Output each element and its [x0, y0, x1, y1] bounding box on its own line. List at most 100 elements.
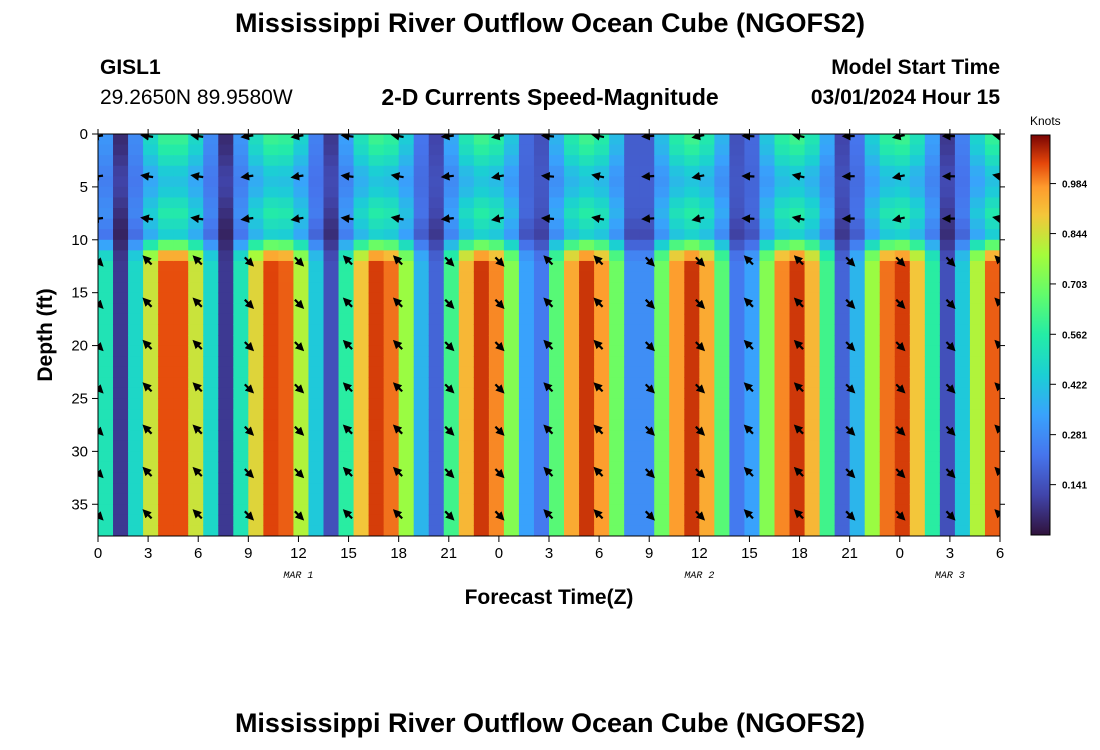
heatmap-cell — [579, 335, 595, 347]
heatmap-cell — [849, 504, 866, 516]
heatmap-cell — [849, 208, 866, 220]
current-arrow — [593, 424, 604, 435]
heatmap-cell — [533, 461, 550, 474]
heatmap-cell — [909, 366, 926, 378]
heatmap-cell — [383, 504, 400, 516]
heatmap-cell — [819, 229, 836, 241]
heatmap-cell — [323, 483, 340, 495]
heatmap-cell — [458, 409, 475, 421]
heatmap-cell — [443, 292, 460, 304]
heatmap-cell — [413, 440, 430, 452]
heatmap-cell — [639, 419, 655, 431]
heatmap-cell — [488, 409, 505, 421]
heatmap-cell — [759, 239, 776, 251]
heatmap-cell — [113, 461, 129, 474]
heatmap-cell — [203, 250, 219, 262]
heatmap-cell — [323, 144, 340, 156]
heatmap-cell — [248, 335, 264, 347]
heatmap-cell — [368, 144, 385, 156]
heatmap-cell — [473, 335, 490, 347]
heatmap-cell — [533, 197, 550, 209]
heatmap-cell — [398, 250, 415, 262]
heatmap-cell — [789, 260, 806, 273]
heatmap-cell — [218, 398, 234, 410]
heatmap-cell — [639, 493, 655, 505]
heatmap-cell — [969, 398, 986, 410]
heatmap-cell — [984, 483, 1000, 495]
heatmap-cell — [383, 451, 400, 463]
heatmap-cell — [398, 525, 415, 536]
heatmap-cell — [669, 250, 685, 262]
heatmap-cell — [518, 239, 535, 251]
heatmap-cell — [789, 324, 806, 336]
heatmap-cell — [203, 176, 219, 188]
heatmap-cell — [158, 260, 174, 273]
heatmap-cell — [533, 514, 550, 527]
heatmap-cell — [353, 461, 370, 474]
current-arrow — [895, 298, 906, 309]
x-tick-label: 6 — [996, 545, 1004, 562]
heatmap-cell — [428, 504, 445, 516]
heatmap-cell — [789, 366, 806, 378]
heatmap-cell — [864, 377, 881, 389]
heatmap-cell — [624, 165, 640, 177]
heatmap-cell — [188, 430, 204, 442]
heatmap-cell — [458, 387, 475, 400]
heatmap-cell — [458, 472, 475, 484]
heatmap-cell — [639, 335, 655, 347]
heatmap-cell — [804, 260, 821, 273]
heatmap-cell — [413, 419, 430, 431]
heatmap-cell — [263, 419, 279, 431]
heatmap-cell — [533, 345, 550, 357]
heatmap-cell — [819, 324, 836, 336]
heatmap-cell — [774, 134, 791, 146]
heatmap-cell — [188, 324, 204, 336]
heatmap-cell — [503, 409, 520, 421]
heatmap-cell — [113, 250, 129, 262]
heatmap-cell — [113, 514, 129, 527]
heatmap-cell — [503, 271, 520, 283]
heatmap-cell — [849, 197, 866, 209]
heatmap-cell — [503, 356, 520, 368]
heatmap-cell — [804, 239, 821, 251]
heatmap-cell — [533, 186, 550, 199]
heatmap-cell — [203, 313, 219, 326]
heatmap-cell — [203, 419, 219, 431]
heatmap-cell — [954, 250, 971, 262]
heatmap-cell — [819, 271, 836, 283]
current-arrow — [543, 339, 554, 350]
heatmap-cell — [98, 134, 114, 146]
heatmap-cell — [924, 451, 941, 463]
heatmap-cell — [729, 345, 746, 357]
heatmap-cell — [218, 250, 234, 262]
heatmap-cell — [473, 356, 490, 368]
heatmap-cell — [729, 461, 746, 474]
heatmap-cell — [263, 134, 279, 146]
heatmap-cell — [639, 409, 655, 421]
heatmap-cell — [248, 218, 264, 230]
heatmap-cell — [954, 303, 971, 315]
heatmap-cell — [503, 366, 520, 378]
heatmap-cell — [939, 324, 956, 336]
heatmap-cell — [278, 483, 295, 495]
heatmap-cell — [473, 493, 490, 505]
heatmap-cell — [759, 514, 776, 527]
heatmap-cell — [759, 155, 776, 167]
heatmap-cell — [143, 514, 159, 527]
heatmap-cell — [533, 282, 550, 294]
current-arrow — [494, 383, 505, 394]
heatmap-cell — [759, 250, 776, 262]
current-arrow — [390, 214, 404, 224]
heatmap-cell — [533, 525, 550, 536]
heatmap-cell — [188, 440, 204, 452]
heatmap-cell — [398, 430, 415, 442]
heatmap-cell — [669, 165, 685, 177]
heatmap-cell — [984, 356, 1000, 368]
heatmap-cell — [503, 176, 520, 188]
heatmap-cell — [984, 292, 1000, 304]
heatmap-cell — [684, 303, 700, 315]
x-tick-label: 0 — [495, 545, 503, 562]
current-arrow — [895, 341, 906, 352]
heatmap-cell — [533, 250, 550, 262]
heatmap-cell — [398, 208, 415, 220]
